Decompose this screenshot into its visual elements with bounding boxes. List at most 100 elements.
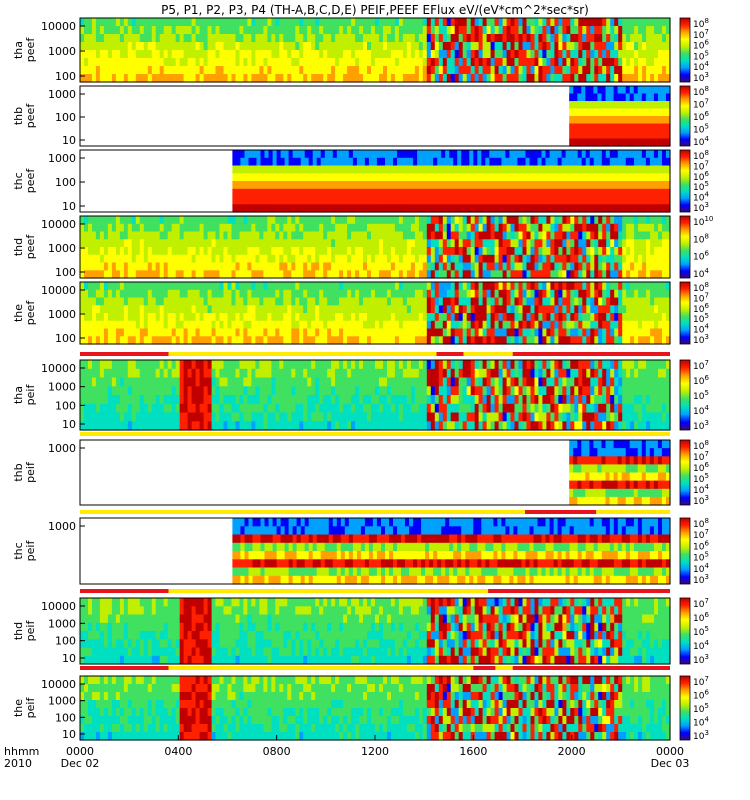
spectrogram-cell (84, 50, 89, 59)
spectrogram-cell (183, 313, 189, 322)
spectrogram-cell (446, 270, 452, 279)
spectrogram-cell (446, 42, 452, 51)
spectrogram-cell (171, 74, 177, 83)
spectrogram-cell (347, 247, 352, 256)
y-tick-label: 10000 (41, 284, 76, 297)
spectrogram-cell (546, 254, 551, 264)
spectrogram-cell (642, 297, 647, 306)
spectrogram-cell (111, 395, 117, 405)
spectrogram-cell (252, 157, 258, 167)
spectrogram-cell (151, 412, 157, 422)
spectrogram-cell (195, 328, 201, 337)
spectrogram-cell (235, 58, 241, 67)
spectrogram-cell (414, 231, 420, 240)
spectrogram-cell (438, 216, 444, 225)
spectrogram-cell (359, 66, 364, 75)
spectrogram-cell (614, 320, 619, 330)
spectrogram-cell (103, 403, 109, 414)
spectrogram-cell (163, 313, 169, 322)
spectrogram-cell (351, 66, 356, 75)
spectrogram-cell (243, 231, 248, 240)
spectrogram-cell (610, 320, 615, 330)
spectrogram-cell (287, 50, 292, 59)
spectrogram-cell (394, 336, 400, 345)
spectrogram-cell (410, 297, 416, 306)
spectrogram-cell (240, 165, 245, 174)
spectrogram-cell (179, 313, 185, 322)
spectrogram-cell (183, 66, 189, 75)
spectrogram-cell (175, 336, 181, 345)
spectrogram-cell (88, 305, 93, 314)
spectrogram-cell (582, 328, 587, 337)
spectrogram-cell (272, 181, 278, 190)
spectrogram-cell (88, 216, 93, 225)
spectrogram-cell (175, 328, 181, 337)
spectrogram-cell (207, 247, 213, 256)
spectrogram-cell (618, 297, 623, 306)
spectrogram-cell (311, 262, 316, 271)
spectrogram-cell (449, 165, 454, 174)
spectrogram-cell (454, 305, 460, 314)
spectrogram-cell (526, 305, 532, 314)
spectrogram-cell (562, 231, 567, 240)
spectrogram-cell (315, 247, 320, 256)
spectrogram-cell (582, 305, 587, 314)
spectrogram-cell (291, 50, 296, 59)
spectrogram-cell (406, 58, 412, 67)
spectrogram-cell (288, 181, 294, 190)
spectrogram-cell (283, 313, 288, 322)
spectrogram-cell (119, 297, 125, 306)
spectrogram-cell (501, 165, 506, 174)
spectrogram-cell (88, 26, 93, 35)
spectrogram-cell (453, 165, 458, 174)
spectrogram-cell (99, 395, 105, 405)
spectrogram-cell (409, 196, 414, 205)
spectrogram-cell (546, 223, 551, 233)
spectrogram-cell (469, 181, 474, 190)
spectrogram-cell (458, 328, 464, 337)
spectrogram-cell (139, 50, 145, 59)
spectrogram-cell (578, 26, 583, 35)
spectrogram-cell (570, 74, 575, 83)
spectrogram-cell (371, 50, 376, 59)
spectrogram-cell (494, 336, 500, 345)
spectrogram-cell (143, 320, 149, 330)
spectrogram-cell (658, 216, 663, 225)
spectrogram-cell (569, 101, 574, 110)
spectrogram-cell (526, 282, 532, 291)
spectrogram-cell (446, 58, 452, 67)
spectrogram-cell (179, 231, 185, 240)
spectrogram-cell (590, 289, 595, 299)
spectrogram-cell (231, 223, 237, 233)
spectrogram-cell (371, 254, 376, 264)
spectrogram-cell (581, 123, 586, 132)
spectrogram-cell (267, 74, 272, 83)
spectrogram-cell (598, 18, 603, 27)
spectrogram-cell (327, 26, 332, 35)
spectrogram-cell (92, 66, 97, 75)
colorbar-tick-label: 107 (693, 98, 709, 111)
spectrogram-cell (359, 282, 364, 291)
spectrogram-cell (343, 313, 348, 322)
spectrogram-cell (387, 305, 392, 314)
spectrogram-cell (267, 223, 272, 233)
spectrogram-cell (379, 42, 384, 51)
spectrogram-cell (335, 26, 340, 35)
spectrogram-cell (279, 305, 284, 314)
spectrogram-cell (235, 305, 241, 314)
spectrogram-cell (143, 386, 149, 396)
spectrogram-cell (490, 42, 496, 51)
spectrogram-cell (175, 403, 181, 414)
spectrogram-cell (510, 270, 516, 279)
spectrogram-cell (80, 26, 85, 35)
spectrogram-cell (88, 231, 93, 240)
spectrogram-cell (589, 123, 594, 132)
spectrogram-cell (387, 66, 392, 75)
spectrogram-cell (541, 204, 547, 213)
colorbar-tick-label: 1010 (693, 215, 713, 228)
spectrogram-cell (155, 34, 161, 43)
spectrogram-cell (657, 123, 663, 132)
spectrogram-cell (291, 313, 296, 322)
spectrogram-cell (594, 289, 599, 299)
spectrogram-cell (602, 239, 607, 248)
